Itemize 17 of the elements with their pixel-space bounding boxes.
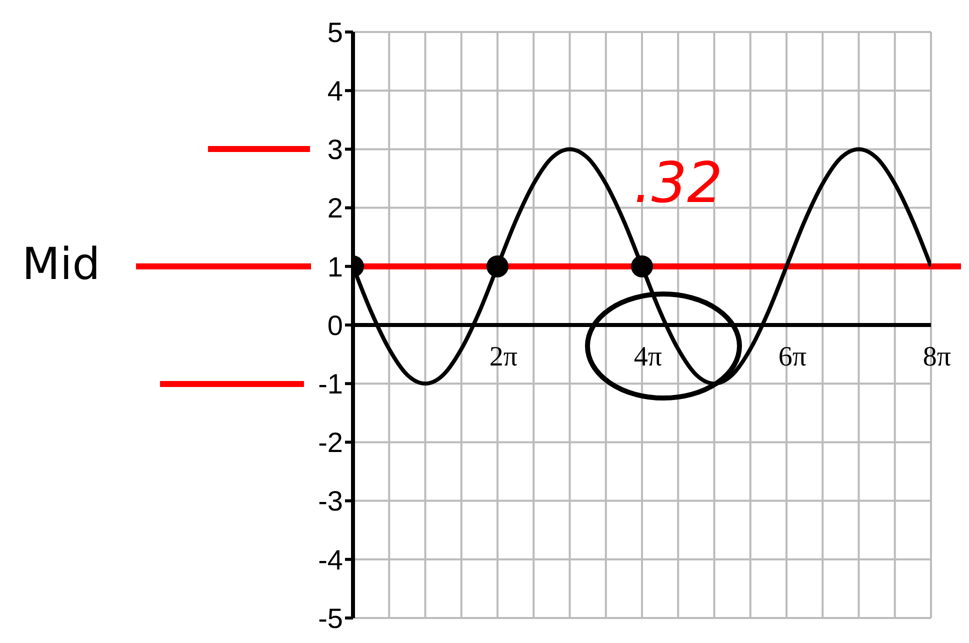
y-tick-label: 1 [327,251,343,282]
y-tick-label: -2 [318,427,343,458]
y-tick-label: -4 [318,544,343,576]
y-tick-label: -3 [318,486,343,517]
text: Mid [22,238,100,290]
y-tick-label: 0 [327,310,343,341]
x-tick-label: 8π [922,342,952,372]
y-tick-label: 4 [327,76,343,107]
y-tick-label: -5 [318,602,343,634]
x-tick-label: 6π [778,342,807,372]
annotation: .32 [634,151,723,216]
x-tick-label: 2π [489,342,518,372]
y-tick-label: 2 [327,192,343,224]
y-tick-label: 5 [327,16,343,48]
x-tick-label: 4π [634,342,662,372]
y-tick-label: -1 [318,368,343,400]
y-tick-label: 3 [327,134,343,166]
